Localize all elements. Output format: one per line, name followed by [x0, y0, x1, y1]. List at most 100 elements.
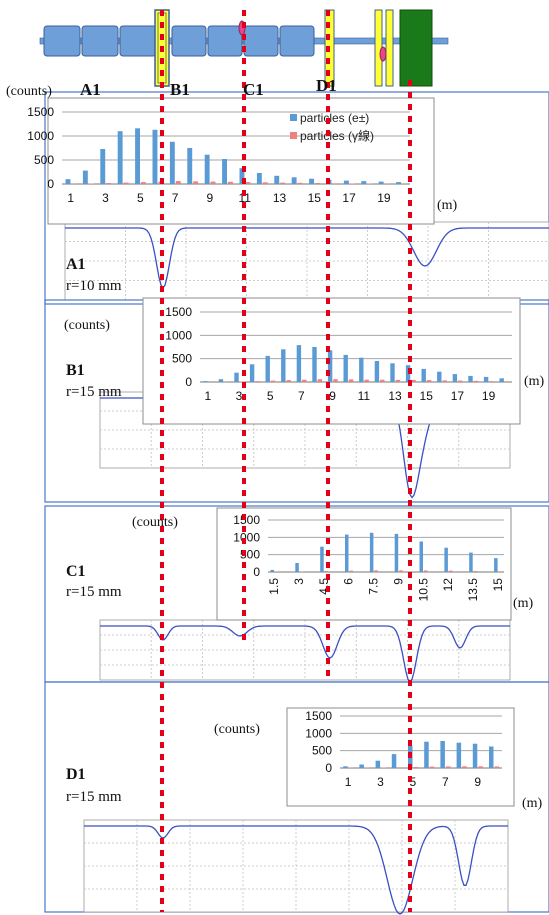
chart-d1: 0 500 1000 1500 1 3 5 7 9: [286, 707, 515, 807]
quad-segment: [207, 25, 243, 57]
x-tick-label: 5: [267, 389, 274, 403]
bar-gamma: [374, 570, 378, 572]
bar-gamma: [395, 379, 401, 382]
bar-gamma: [424, 570, 428, 572]
quad-segment: [119, 25, 157, 57]
x-tick-label: 6: [342, 578, 356, 585]
bar-gamma: [349, 570, 353, 572]
bar-gamma: [411, 379, 416, 382]
bar-electron: [374, 361, 380, 382]
y-tick-label: 1000: [165, 328, 192, 342]
a1-panel-name: A1: [66, 256, 86, 273]
bar-gamma: [255, 381, 260, 382]
bar-electron: [468, 375, 473, 382]
collimator-e: [379, 46, 387, 62]
bar-gamma: [397, 767, 402, 768]
bar-electron: [452, 374, 458, 382]
bar-gamma: [429, 766, 435, 768]
bar-electron: [234, 372, 239, 382]
bar-gamma: [462, 766, 467, 768]
x-tick-label: 9: [474, 775, 481, 789]
bar-gamma: [332, 183, 338, 184]
x-tick-label: 9: [391, 578, 405, 585]
y-tick-label: 500: [34, 153, 54, 167]
bar-electron: [265, 355, 270, 382]
bar-electron: [444, 547, 448, 572]
bar-gamma: [446, 766, 451, 768]
c1-meter-label: (m): [513, 596, 534, 611]
bar-electron: [296, 345, 302, 382]
bar-gamma: [364, 379, 369, 382]
bar-gamma: [245, 182, 251, 184]
bar-gamma: [333, 379, 338, 382]
b1-radius-label: r=15 mm: [66, 384, 122, 400]
y-tick-label: 0: [253, 565, 260, 579]
x-tick-label: 19: [482, 389, 496, 403]
bar-electron: [100, 149, 106, 184]
bar-electron: [378, 181, 384, 184]
y-tick-label: 1500: [27, 105, 54, 119]
bar-electron: [204, 154, 210, 184]
bar-gamma: [458, 380, 463, 382]
bar-electron: [394, 533, 399, 572]
c1-radius-label: r=15 mm: [66, 584, 122, 600]
bar-electron: [65, 179, 71, 184]
y-tick-label: 1500: [233, 513, 260, 527]
beamline-label-c1: C1: [243, 80, 264, 99]
bar-electron: [375, 760, 381, 768]
bar-gamma: [280, 182, 286, 184]
x-tick-label: 5: [137, 191, 144, 205]
x-tick-label: 19: [377, 191, 391, 205]
loss-profile-3: [44, 505, 549, 684]
bar-electron: [327, 350, 333, 382]
bar-gamma: [88, 183, 94, 184]
bar-electron: [135, 128, 140, 184]
quad-segment: [43, 25, 81, 57]
y-tick-label: 500: [312, 744, 332, 758]
bar-electron: [359, 764, 364, 768]
x-tick-label: 17: [451, 389, 465, 403]
y-tick-label: 1500: [305, 709, 332, 723]
bar-electron: [499, 378, 504, 382]
bar-gamma: [448, 570, 453, 572]
x-tick-label: 1: [345, 775, 352, 789]
a1-radius-label: r=10 mm: [66, 278, 122, 294]
x-tick-label: 15: [420, 389, 434, 403]
bar-electron: [456, 742, 462, 768]
bar-electron: [421, 368, 426, 382]
bar-electron: [343, 354, 348, 382]
bar-electron: [169, 141, 175, 184]
bar-electron: [291, 177, 297, 184]
bar-gamma: [302, 379, 307, 382]
y-tick-label: 0: [185, 375, 192, 389]
bar-electron: [390, 363, 395, 382]
b1-panel-name: B1: [66, 362, 85, 379]
bar-gamma: [413, 767, 419, 768]
bar-electron: [483, 376, 489, 382]
bar-electron: [343, 766, 348, 768]
bar-electron: [239, 168, 245, 184]
bar-gamma: [270, 380, 276, 382]
b1-meter-label: (m): [524, 374, 545, 389]
quad-segment: [243, 25, 279, 57]
b1-counts-label: (counts): [64, 318, 110, 333]
legend-swatch: [290, 132, 297, 139]
bar-electron: [152, 129, 158, 184]
x-tick-label: 3: [292, 578, 306, 585]
bar-electron: [419, 541, 423, 572]
bar-electron: [424, 741, 429, 768]
x-tick-label: 15: [308, 191, 322, 205]
bar-electron: [440, 741, 445, 768]
x-tick-label: 13.5: [466, 578, 480, 602]
bar-electron: [218, 379, 224, 382]
bar-electron: [494, 558, 498, 572]
legend-label: particles (e±): [300, 111, 369, 125]
bar-gamma: [478, 766, 483, 768]
bar-gamma: [315, 183, 320, 184]
x-tick-label: 7: [172, 191, 179, 205]
bar-electron: [437, 371, 442, 382]
bar-electron: [320, 546, 324, 572]
y-tick-label: 500: [172, 352, 192, 366]
